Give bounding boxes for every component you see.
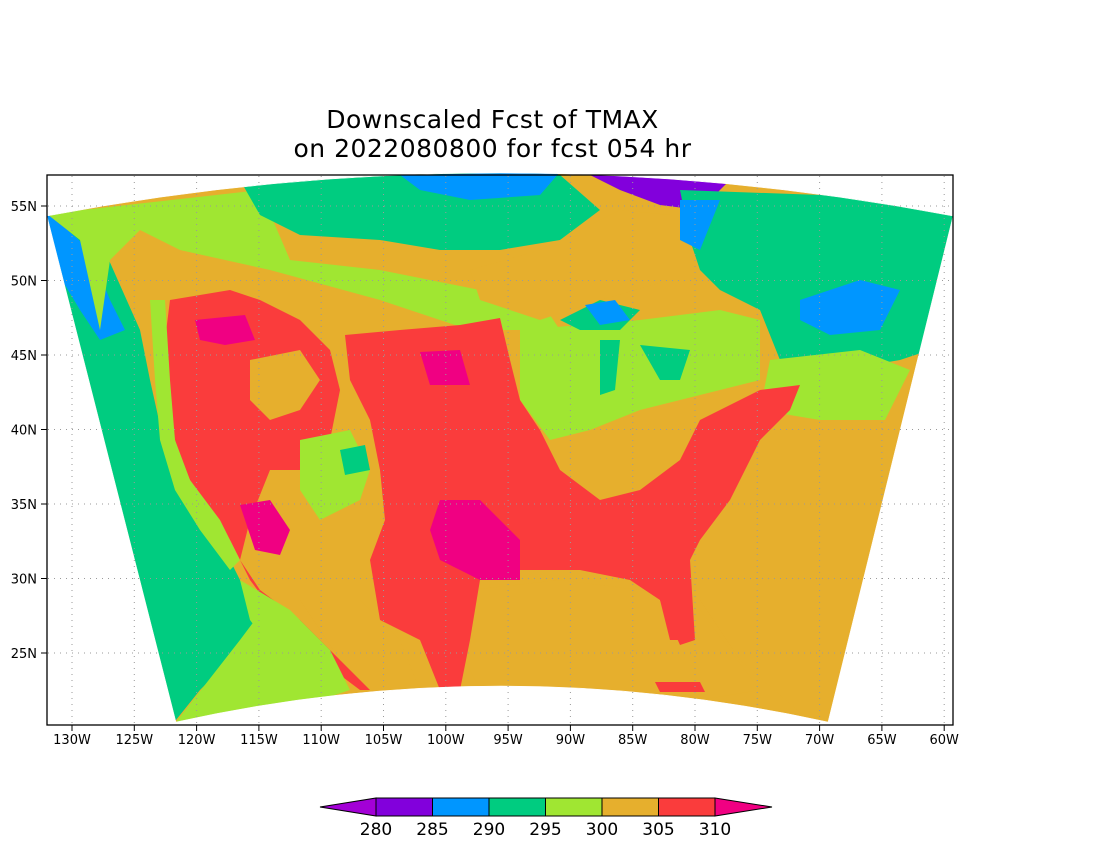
idaho-305 <box>250 350 320 420</box>
lon-tick-label: 110W <box>302 733 340 748</box>
greatlakes-300 <box>520 310 760 440</box>
dakotas-310plus <box>420 350 470 385</box>
colorbar-segment <box>601 797 659 817</box>
colorbar-level-label: 285 <box>416 820 448 840</box>
lon-tick-label: 70W <box>805 733 835 748</box>
lon-tick-label: 65W <box>867 733 897 748</box>
colorbar-segment <box>432 797 490 817</box>
title-line-1: Downscaled Fcst of TMAX <box>326 105 659 134</box>
colorbar-segment <box>375 797 433 817</box>
quebec-295 <box>680 190 953 370</box>
lon-tick-label: 75W <box>743 733 773 748</box>
lat-tick-label: 25N <box>11 647 37 662</box>
colorbar-level-label: 290 <box>473 820 505 840</box>
lon-tick-label: 130W <box>53 733 91 748</box>
colorbar-high-extension <box>714 797 773 817</box>
lat-tick-label: 35N <box>11 498 37 513</box>
title-line-2: on 2022080800 for fcst 054 hr <box>293 134 692 163</box>
lon-tick-label: 85W <box>618 733 648 748</box>
colorbar-level-label: 305 <box>642 820 674 840</box>
plot-frame <box>46 174 954 726</box>
lon-tick-label: 120W <box>178 733 216 748</box>
lat-lon-grid <box>48 176 952 724</box>
colorado-295 <box>340 445 370 475</box>
plains-310 <box>345 318 800 690</box>
lon-tick-label: 80W <box>680 733 710 748</box>
colorbar: 280 285 290 295 300 305 310 <box>319 797 773 840</box>
quebec-300-east <box>760 350 910 430</box>
ontario-305 <box>470 210 670 320</box>
lat-tick-label: 45N <box>11 349 37 364</box>
colorbar-level-label: 295 <box>529 820 561 840</box>
hudson-290 <box>400 173 560 200</box>
longitude-axis: 130W 125W 120W 115W 110W 105W 100W 95W 90W 85W 80W… <box>53 725 959 748</box>
colorbar-level-label: 300 <box>586 820 618 840</box>
pacific-290-north <box>47 210 125 340</box>
lat-tick-label: 40N <box>11 424 37 439</box>
lon-tick-label: 90W <box>556 733 586 748</box>
lon-tick-label: 105W <box>365 733 403 748</box>
lake-superior-290 <box>585 300 630 325</box>
quebec-290-east <box>800 280 900 335</box>
lon-tick-label: 95W <box>493 733 523 748</box>
colorbar-segment <box>658 797 716 817</box>
oregon-310plus <box>195 315 255 345</box>
baja-300 <box>240 580 350 700</box>
lon-tick-label: 60W <box>929 733 959 748</box>
lat-tick-label: 30N <box>11 573 37 588</box>
lon-tick-label: 100W <box>427 733 465 748</box>
colorbar-level-label: 310 <box>699 820 731 840</box>
west-310 <box>160 290 380 690</box>
california-coast-300 <box>150 300 240 570</box>
colorbar-segment <box>488 797 546 817</box>
cuba-310 <box>655 682 705 692</box>
map-title: Downscaled Fcst of TMAX on 2022080800 fo… <box>0 105 985 163</box>
nevada-310plus <box>240 500 290 555</box>
quebec-290 <box>680 200 720 250</box>
canada-300 <box>47 190 560 330</box>
mexico-305 <box>300 600 420 700</box>
lat-tick-label: 55N <box>11 200 37 215</box>
lake-huron-295 <box>640 345 690 380</box>
latitude-axis: 25N 30N 35N 40N 45N 50N 55N <box>11 200 47 662</box>
lon-tick-label: 125W <box>115 733 153 748</box>
florida-310 <box>640 560 695 645</box>
lake-michigan-295 <box>600 340 620 395</box>
colorbar-level-label: 280 <box>360 820 392 840</box>
lat-tick-label: 50N <box>11 275 37 290</box>
plains-310plus <box>430 500 520 580</box>
lon-tick-label: 115W <box>240 733 278 748</box>
colorbar-low-extension <box>319 797 377 817</box>
colorbar-segment <box>545 797 603 817</box>
